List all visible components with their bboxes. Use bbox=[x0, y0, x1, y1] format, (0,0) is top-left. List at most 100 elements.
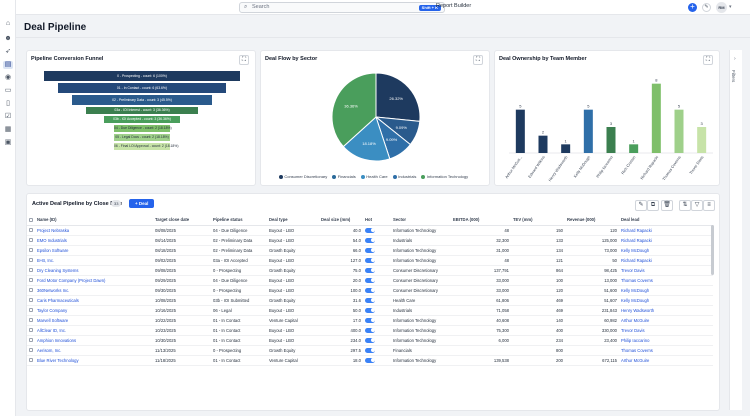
table-cell[interactable]: Dry Cleaning Systems bbox=[35, 265, 153, 276]
table-cell[interactable]: Caris Pharmaceuticals bbox=[35, 295, 153, 306]
row-checkbox[interactable] bbox=[27, 355, 35, 366]
column-header[interactable]: TEV (mm) bbox=[511, 215, 565, 226]
row-checkbox[interactable] bbox=[27, 295, 35, 306]
table-cell[interactable]: Blue River Technology bbox=[35, 355, 153, 366]
pipeline-icon[interactable]: ▤ bbox=[3, 61, 13, 69]
table-cell[interactable]: Ford Motor Company (Project Dawn) bbox=[35, 275, 153, 286]
table-cell[interactable]: Kelly McDough bbox=[619, 285, 713, 296]
table-row[interactable]: Marvell Software 10/22/2025 01 - In Contac… bbox=[27, 315, 713, 326]
delete-icon[interactable]: 🗑 bbox=[661, 200, 673, 211]
table-cell[interactable]: Arthur McGuire bbox=[619, 315, 713, 326]
bar[interactable] bbox=[515, 109, 525, 153]
funnel-stage[interactable]: 0 - Prospecting - count: 6 (100%) bbox=[44, 71, 240, 81]
hot-toggle[interactable] bbox=[363, 345, 391, 356]
hot-toggle[interactable] bbox=[363, 225, 391, 236]
table-cell[interactable]: Kelly McDough bbox=[619, 245, 713, 256]
legend-item[interactable]: Health Care bbox=[360, 174, 388, 179]
table-cell[interactable]: Epsilon Software bbox=[35, 245, 153, 256]
search-input[interactable]: ⌕ Search Shift + K bbox=[239, 2, 445, 13]
report-icon[interactable]: ▣ bbox=[4, 139, 12, 146]
columns-icon[interactable]: ≡ bbox=[703, 200, 715, 211]
chevron-down-icon[interactable]: ▾ bbox=[729, 4, 732, 10]
hot-toggle[interactable] bbox=[363, 305, 391, 316]
checklist-icon[interactable]: ☑ bbox=[4, 113, 12, 120]
bar[interactable] bbox=[697, 127, 707, 153]
column-header[interactable]: Target close date bbox=[153, 215, 211, 226]
table-cell[interactable]: Trevor Davis bbox=[619, 325, 713, 336]
hot-toggle[interactable] bbox=[363, 255, 391, 266]
row-checkbox[interactable] bbox=[27, 305, 35, 316]
column-header[interactable]: Deal size (mm) bbox=[319, 215, 363, 226]
table-cell[interactable]: Thomas Coverns bbox=[619, 275, 713, 286]
bar[interactable] bbox=[629, 144, 639, 153]
bar[interactable] bbox=[606, 127, 616, 153]
home-icon[interactable]: ⌂ bbox=[5, 20, 11, 27]
table-cell[interactable]: Thomas Coverns bbox=[619, 345, 713, 356]
sort-icon[interactable]: ⇅ bbox=[679, 200, 691, 211]
row-checkbox[interactable] bbox=[27, 245, 35, 256]
hot-toggle[interactable] bbox=[363, 245, 391, 256]
table-cell[interactable]: AllClear ID, Inc. bbox=[35, 325, 153, 336]
table-row[interactable]: Ford Motor Company (Project Dawn) 09/29/2… bbox=[27, 275, 713, 286]
table-cell[interactable]: Trevor Davis bbox=[619, 265, 713, 276]
hot-toggle[interactable] bbox=[363, 285, 391, 296]
map-pin-icon[interactable]: ◉ bbox=[4, 74, 12, 81]
row-checkbox[interactable] bbox=[27, 255, 35, 266]
column-header[interactable]: Hot bbox=[363, 215, 391, 226]
rocket-icon[interactable]: ➶ bbox=[5, 48, 11, 55]
table-cell[interactable]: Amphion Innovations bbox=[35, 335, 153, 346]
column-header[interactable]: Pipeline status bbox=[211, 215, 267, 226]
funnel-stage[interactable]: 01 - In Contact - count: 6 (63.6%) bbox=[58, 83, 226, 93]
table-cell[interactable]: EMO Industrials bbox=[35, 235, 153, 246]
pie-slice[interactable] bbox=[375, 72, 421, 122]
funnel-stage[interactable]: 06 - Final LOI Approval - count: 2 (18.1… bbox=[114, 143, 179, 150]
report-builder-link[interactable]: Report Builder bbox=[436, 3, 472, 9]
row-checkbox[interactable] bbox=[27, 325, 35, 336]
table-cell[interactable]: Philip Iaccarino bbox=[619, 335, 713, 346]
table-cell[interactable]: Project Nebraska bbox=[35, 225, 153, 236]
scrollbar[interactable] bbox=[711, 225, 714, 275]
expand-icon[interactable]: ⛶ bbox=[239, 55, 249, 65]
table-row[interactable]: EMO Industrials 08/14/2025 02 - Preliminar… bbox=[27, 235, 713, 246]
row-checkbox[interactable] bbox=[27, 235, 35, 246]
funnel-stage[interactable]: 02 - Preliminary Data - count: 3 (45.5%) bbox=[72, 95, 212, 105]
table-row[interactable]: Epsilon Software 08/18/2025 02 - Prelimina… bbox=[27, 245, 713, 256]
funnel-stage[interactable]: 03a - IOI Interest - count: 3 (36.36%) bbox=[86, 107, 198, 114]
add-button[interactable]: + bbox=[688, 3, 697, 12]
table-row[interactable]: Amphion Innovations 10/30/2025 01 - In Con… bbox=[27, 335, 713, 346]
edit-icon[interactable]: ✎ bbox=[635, 200, 647, 211]
hot-toggle[interactable] bbox=[363, 265, 391, 276]
bar[interactable] bbox=[674, 109, 684, 153]
pie-slice[interactable] bbox=[331, 72, 377, 148]
expand-icon[interactable]: ⛶ bbox=[473, 55, 483, 65]
table-row[interactable]: Blue River Technology 11/18/2025 01 - In C… bbox=[27, 355, 713, 366]
notifications-icon[interactable]: ✎ bbox=[702, 3, 711, 12]
table-row[interactable]: Taylor Company 10/16/2025 06 - Legal Buyout… bbox=[27, 305, 713, 316]
document-icon[interactable]: ▭ bbox=[4, 87, 12, 94]
table-cell[interactable]: Kelly McDough bbox=[619, 295, 713, 306]
table-row[interactable]: Caris Pharmaceuticals 10/08/2025 03b - IOI… bbox=[27, 295, 713, 306]
column-header[interactable]: EBITDA (000) bbox=[451, 215, 511, 226]
table-row[interactable]: Dry Cleaning Systems 09/08/2025 0 - Prospe… bbox=[27, 265, 713, 276]
hot-toggle[interactable] bbox=[363, 325, 391, 336]
table-cell[interactable]: Taylor Company bbox=[35, 305, 153, 316]
row-checkbox[interactable] bbox=[27, 345, 35, 356]
avatar[interactable]: RM bbox=[716, 2, 727, 13]
table-cell[interactable]: 360Networks Inc. bbox=[35, 285, 153, 296]
table-cell[interactable]: Arthur McGuire bbox=[619, 355, 713, 366]
hot-toggle[interactable] bbox=[363, 335, 391, 346]
add-deal-button[interactable]: + Deal bbox=[129, 199, 155, 208]
users-icon[interactable]: ☻ bbox=[4, 35, 12, 42]
column-header[interactable]: Deal type bbox=[267, 215, 319, 226]
funnel-stage[interactable]: 05 - Legal Docs - count: 2 (18.18%) bbox=[114, 134, 170, 141]
hot-toggle[interactable] bbox=[363, 315, 391, 326]
legend-item[interactable]: Consumer Discretionary bbox=[278, 174, 327, 179]
table-cell[interactable]: Richard Rapacki bbox=[619, 225, 713, 236]
legend-item[interactable]: Financials bbox=[332, 174, 356, 179]
hot-toggle[interactable] bbox=[363, 235, 391, 246]
hot-toggle[interactable] bbox=[363, 275, 391, 286]
legend-item[interactable]: Industrials bbox=[392, 174, 416, 179]
copy-icon[interactable]: ⧉ bbox=[647, 200, 659, 211]
expand-icon[interactable]: ⛶ bbox=[703, 55, 713, 65]
row-checkbox[interactable] bbox=[27, 265, 35, 276]
